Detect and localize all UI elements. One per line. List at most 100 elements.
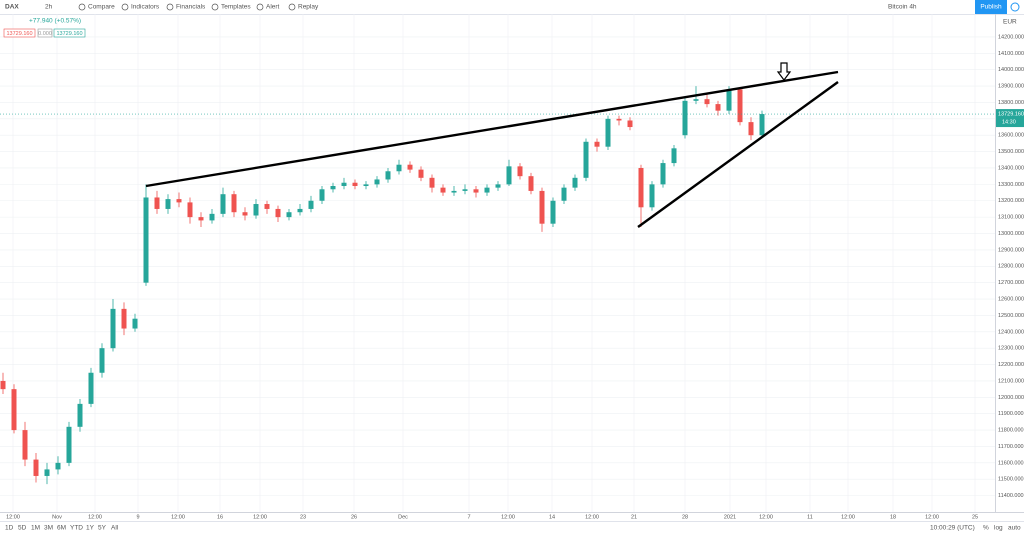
y-tick-label: 11700.000 (998, 444, 1024, 450)
y-tick-label: 12400.000 (998, 329, 1024, 335)
toolbar-button[interactable]: Financials (176, 4, 206, 11)
legend-box (3, 28, 36, 38)
candle-body (704, 99, 710, 105)
change: +77.940 (+0.57%) (29, 18, 81, 25)
y-tick-label: 13400.000 (998, 165, 1024, 171)
candle-body (506, 166, 512, 185)
labels: DAX 2h Compare Indicators Financials Template… (3, 3, 1024, 532)
toolbar-button[interactable]: Compare (88, 4, 115, 11)
button-icon[interactable] (78, 3, 86, 11)
button-icon[interactable] (121, 3, 129, 11)
button-icon[interactable] (288, 3, 296, 11)
candle-body (759, 114, 765, 136)
x-tick-label: 11 (807, 514, 813, 520)
candle-body (726, 89, 732, 111)
candle-body (561, 187, 567, 201)
toolbar-button[interactable]: Templates (221, 4, 251, 11)
layout-name[interactable]: Bitcoin 4h (888, 4, 917, 11)
range-button[interactable]: All (111, 525, 119, 532)
candle-body (495, 184, 501, 188)
candle-body (22, 430, 28, 460)
drawings (145, 62, 839, 228)
candle-body (649, 184, 655, 208)
x-tick-label: 18 (890, 514, 896, 520)
y-tick-label: 12500.000 (998, 313, 1024, 319)
candles (0, 86, 995, 485)
candle-body (451, 190, 457, 193)
trendline-upper (145, 70, 839, 188)
range-button[interactable]: 6M (57, 525, 66, 532)
legend-value: 13729.160 (7, 31, 33, 37)
range-button[interactable]: 5Y (98, 525, 107, 532)
y-tick-label: 13100.000 (998, 215, 1024, 221)
candle-body (484, 187, 490, 193)
candle-body (330, 186, 336, 190)
candle-body (671, 148, 677, 164)
candle-body (660, 163, 666, 185)
candle-body (88, 372, 94, 404)
candle-body (55, 462, 61, 470)
candle-body (638, 167, 644, 208)
x-tick-label: 16 (217, 514, 223, 520)
range-button[interactable]: 1Y (86, 525, 95, 532)
candle-body (11, 389, 17, 431)
price-tag (996, 109, 1024, 128)
countdown: 14:30 (1002, 120, 1016, 126)
scale-option[interactable]: auto (1008, 525, 1021, 532)
publish-label[interactable]: Publish (980, 4, 1002, 11)
candle-body (220, 194, 226, 214)
x-tick-label: 12:00 (585, 514, 599, 520)
scale-option[interactable]: % (983, 525, 989, 532)
symbol[interactable]: DAX (5, 4, 19, 11)
candle-body (0, 380, 6, 390)
candle-body (385, 171, 391, 180)
x-tick-label: 12:00 (501, 514, 515, 520)
candle-body (627, 120, 633, 128)
candle-body (110, 308, 116, 349)
candle-body (176, 199, 182, 203)
button-icon[interactable] (166, 3, 174, 11)
y-tick-label: 12600.000 (998, 296, 1024, 302)
y-tick-label: 11500.000 (998, 477, 1024, 483)
candle-body (209, 213, 215, 221)
candle-body (231, 194, 237, 213)
candle-body (33, 459, 39, 476)
candle-body (165, 199, 171, 209)
range-button[interactable]: 3M (44, 525, 53, 532)
x-tick-label: 12:00 (841, 514, 855, 520)
candle-body (693, 99, 699, 101)
candle-body (539, 190, 545, 224)
y-tick-label: 12200.000 (998, 362, 1024, 368)
x-tick-label: 12:00 (925, 514, 939, 520)
button-icon[interactable] (256, 3, 264, 11)
x-tick-label: 12:00 (88, 514, 102, 520)
candle-body (682, 100, 688, 136)
candle-body (308, 200, 314, 209)
range-button[interactable]: 1D (5, 525, 14, 532)
legend-value: 0.000 (38, 31, 52, 37)
candle-body (737, 89, 743, 123)
toolbar-button[interactable]: Indicators (131, 4, 160, 11)
scale-option[interactable]: log (994, 525, 1003, 532)
toolbar-button[interactable]: Alert (266, 4, 280, 11)
range-button[interactable]: YTD (70, 525, 83, 532)
y-tick-label: 13200.000 (998, 198, 1024, 204)
range-button[interactable]: 1M (31, 525, 40, 532)
candle-body (418, 169, 424, 178)
x-tick-label: 12:00 (253, 514, 267, 520)
toolbar-button[interactable]: Replay (298, 4, 319, 11)
candle-body (473, 189, 479, 193)
legend-box (37, 28, 53, 38)
button-icon[interactable] (211, 3, 219, 11)
x-tick-label: Dec (398, 514, 408, 520)
fullscreen-icon[interactable] (1010, 2, 1020, 12)
range-button[interactable]: 5D (18, 525, 27, 532)
y-tick-label: 12900.000 (998, 247, 1024, 253)
interval[interactable]: 2h (45, 4, 53, 11)
candle-body (572, 177, 578, 188)
publish-button[interactable] (975, 0, 1007, 14)
candle-body (748, 122, 754, 136)
candle-body (374, 179, 380, 185)
candle-body (253, 204, 259, 216)
